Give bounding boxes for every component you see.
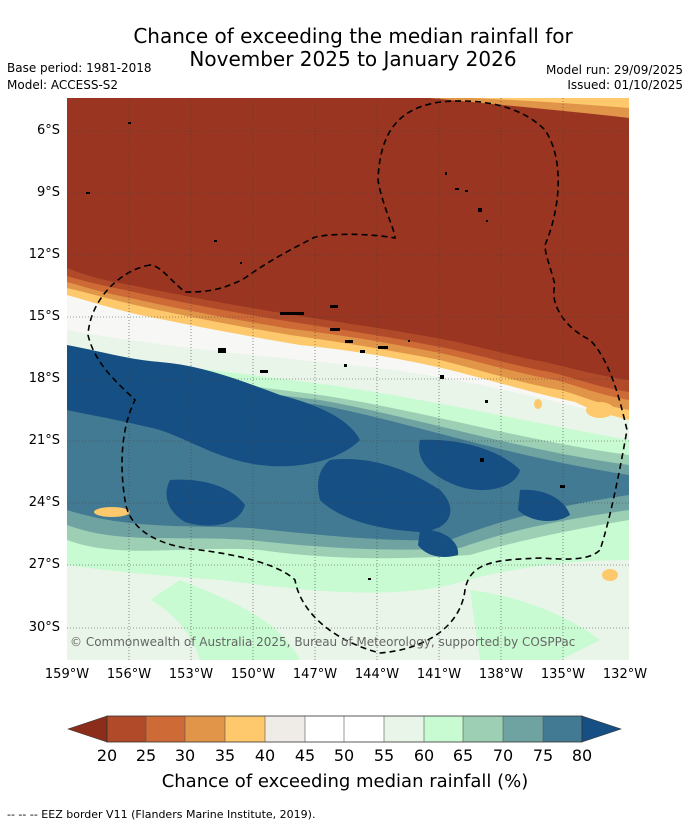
colorbar-high-arrow xyxy=(581,715,622,743)
lon-label: 138°W xyxy=(478,667,524,682)
colorbar-segment xyxy=(503,716,544,742)
colorbar-tick: 55 xyxy=(373,746,395,765)
colorbar-segment xyxy=(463,716,504,742)
model-run: Model run: 29/09/2025 xyxy=(545,63,683,77)
colorbar-tick: 35 xyxy=(214,746,236,765)
colorbar-segment xyxy=(185,716,226,742)
colorbar-segment xyxy=(146,716,186,742)
colorbar-tick: 60 xyxy=(413,746,435,765)
colorbar-segment xyxy=(424,716,464,742)
lon-label: 135°W xyxy=(540,667,586,682)
colorbar-tick: 30 xyxy=(174,746,196,765)
lat-label: 15°S xyxy=(28,309,60,324)
colorbar xyxy=(67,715,622,743)
probability-field xyxy=(67,98,629,660)
colorbar-segment xyxy=(265,716,306,742)
map-title-line2: November 2025 to January 2026 xyxy=(189,47,517,71)
lat-label: 6°S xyxy=(36,123,60,138)
colorbar-segment xyxy=(225,716,266,742)
colorbar-tick: 70 xyxy=(492,746,514,765)
colorbar-low-arrow xyxy=(67,715,108,743)
colorbar-tick: 65 xyxy=(452,746,474,765)
lat-label: 30°S xyxy=(28,620,60,635)
graticule xyxy=(67,98,629,660)
base-period: Base period: 1981-2018 xyxy=(7,61,152,75)
lat-label: 9°S xyxy=(36,185,60,200)
lon-label: 147°W xyxy=(292,667,338,682)
eez-footnote: -- -- -- EEZ border V11 (Flanders Marine… xyxy=(7,808,316,821)
colorbar-segment xyxy=(384,716,425,742)
lat-label: 12°S xyxy=(28,247,60,262)
colorbar-tick: 45 xyxy=(294,746,316,765)
colorbar-title: Chance of exceeding median rainfall (%) xyxy=(161,771,529,792)
lon-label: 150°W xyxy=(230,667,276,682)
lat-label: 27°S xyxy=(28,557,60,572)
issued-date: Issued: 01/10/2025 xyxy=(567,78,683,92)
colorbar-tick: 50 xyxy=(333,746,355,765)
model-name: Model: ACCESS-S2 xyxy=(7,78,119,92)
colorbar-tick: 75 xyxy=(532,746,554,765)
lon-label: 141°W xyxy=(416,667,462,682)
copyright-credit: © Commonwealth of Australia 2025, Bureau… xyxy=(70,635,576,649)
colorbar-segment xyxy=(543,716,583,742)
map-title-line1: Chance of exceeding the median rainfall … xyxy=(133,24,573,48)
colorbar-tick: 25 xyxy=(135,746,157,765)
lon-label: 159°W xyxy=(44,667,90,682)
colorbar-tick: 40 xyxy=(254,746,276,765)
lon-label: 156°W xyxy=(106,667,152,682)
lon-label: 144°W xyxy=(354,667,400,682)
lat-label: 18°S xyxy=(28,371,60,386)
colorbar-segment xyxy=(344,716,385,742)
lat-label: 21°S xyxy=(28,433,60,448)
lon-label: 153°W xyxy=(168,667,214,682)
colorbar-segment xyxy=(107,716,147,742)
colorbar-segment xyxy=(305,716,345,742)
colorbar-tick: 20 xyxy=(96,746,118,765)
lat-label: 24°S xyxy=(28,495,60,510)
lon-label: 132°W xyxy=(602,667,648,682)
colorbar-tick: 80 xyxy=(571,746,593,765)
